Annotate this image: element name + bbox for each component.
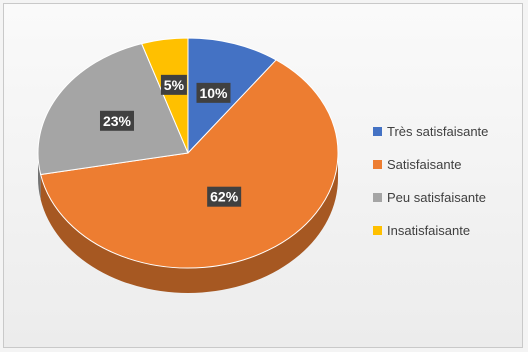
pie-slice-peu-satisfaisante [37,43,189,176]
data-label-peu-satisfaisante: 23% [99,110,134,131]
data-label-insatisfaisante: 5% [160,74,187,95]
svg-text:10%: 10% [199,85,228,101]
data-label-satisfaisante: 62% [207,186,242,207]
legend-label: Satisfaisante [387,156,462,172]
legend-item-tres-satisfaisante: Très satisfaisante [373,120,523,142]
legend-item-satisfaisante: Satisfaisante [373,153,523,175]
legend-swatch [373,159,382,169]
pie-slice-insatisfaisante [140,37,189,154]
pie-slice-tres-satisfaisante [187,37,277,155]
legend-label: Insatisfaisante [387,222,471,238]
svg-text:62%: 62% [210,189,239,205]
pie-slices [37,37,339,269]
legend-swatch [373,225,382,235]
legend-swatch [373,126,382,136]
pie-data-labels: 10% 62% 23% 5% [99,74,242,207]
pie-slice-satisfaisante [40,59,339,269]
svg-text:5%: 5% [164,77,185,93]
legend-item-insatisfaisante: Insatisfaisante [373,219,523,241]
pie-side-satisfaisante [40,153,338,293]
legend: Très satisfaisante Satisfaisante Peu satis… [373,120,523,252]
legend-label: Très satisfaisante [387,123,489,139]
legend-label: Peu satisfaisante [387,189,487,205]
data-label-tres-satisfaisante: 10% [196,82,231,103]
svg-text:23%: 23% [103,113,132,129]
legend-item-peu-satisfaisante: Peu satisfaisante [373,186,523,208]
legend-swatch [373,192,382,202]
